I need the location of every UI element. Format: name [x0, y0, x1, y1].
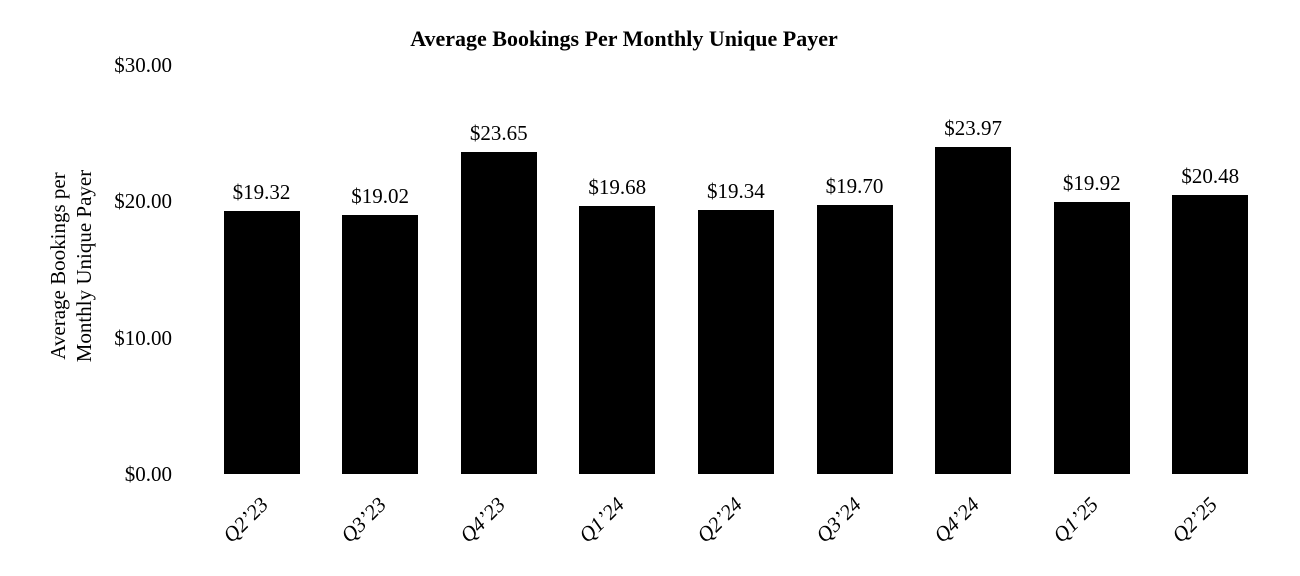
y-axis-tick-label: $20.00 [114, 189, 172, 214]
bar [935, 147, 1012, 474]
bar [342, 214, 419, 474]
bar [1172, 194, 1249, 474]
x-axis-tick-label: Q2’25 [1166, 492, 1222, 548]
x-axis-tick-label: Q4’23 [455, 492, 510, 548]
bar [1053, 202, 1130, 474]
bar [460, 151, 537, 474]
x-axis-tick-label: Q3’23 [336, 492, 392, 548]
bar-value-label: $19.68 [588, 174, 647, 199]
x-axis-tick-label: Q1’25 [1048, 492, 1103, 548]
bar [223, 210, 300, 474]
bar-value-label: $19.92 [1062, 171, 1121, 196]
x-axis-tick-label: Q4’24 [929, 492, 985, 548]
x-axis-tick-label: Q2’24 [692, 492, 748, 548]
x-axis-tick-label: Q2’23 [217, 492, 273, 548]
bar [579, 205, 656, 474]
bar-value-label: $19.34 [707, 179, 765, 204]
x-axis-tick-label: Q1’24 [573, 492, 629, 548]
y-axis-tick-label: $0.00 [124, 462, 172, 486]
bar-value-label: $23.65 [469, 120, 528, 145]
bar [816, 205, 893, 474]
bar [697, 210, 774, 474]
bar-value-label: $19.32 [232, 179, 291, 204]
bar-value-label: $19.70 [825, 174, 884, 199]
y-axis-tick-label: $10.00 [114, 325, 172, 350]
bar-value-label: $23.97 [944, 116, 1002, 141]
x-axis-tick-label: Q3’24 [810, 492, 866, 548]
bar-value-label: $20.48 [1181, 163, 1240, 188]
y-axis-tick-label: $30.00 [114, 53, 172, 77]
chart-title: Average Bookings Per Monthly Unique Paye… [410, 26, 838, 51]
bar-value-label: $19.02 [351, 183, 409, 208]
y-axis-title-line1: Average Bookings per [46, 172, 70, 360]
